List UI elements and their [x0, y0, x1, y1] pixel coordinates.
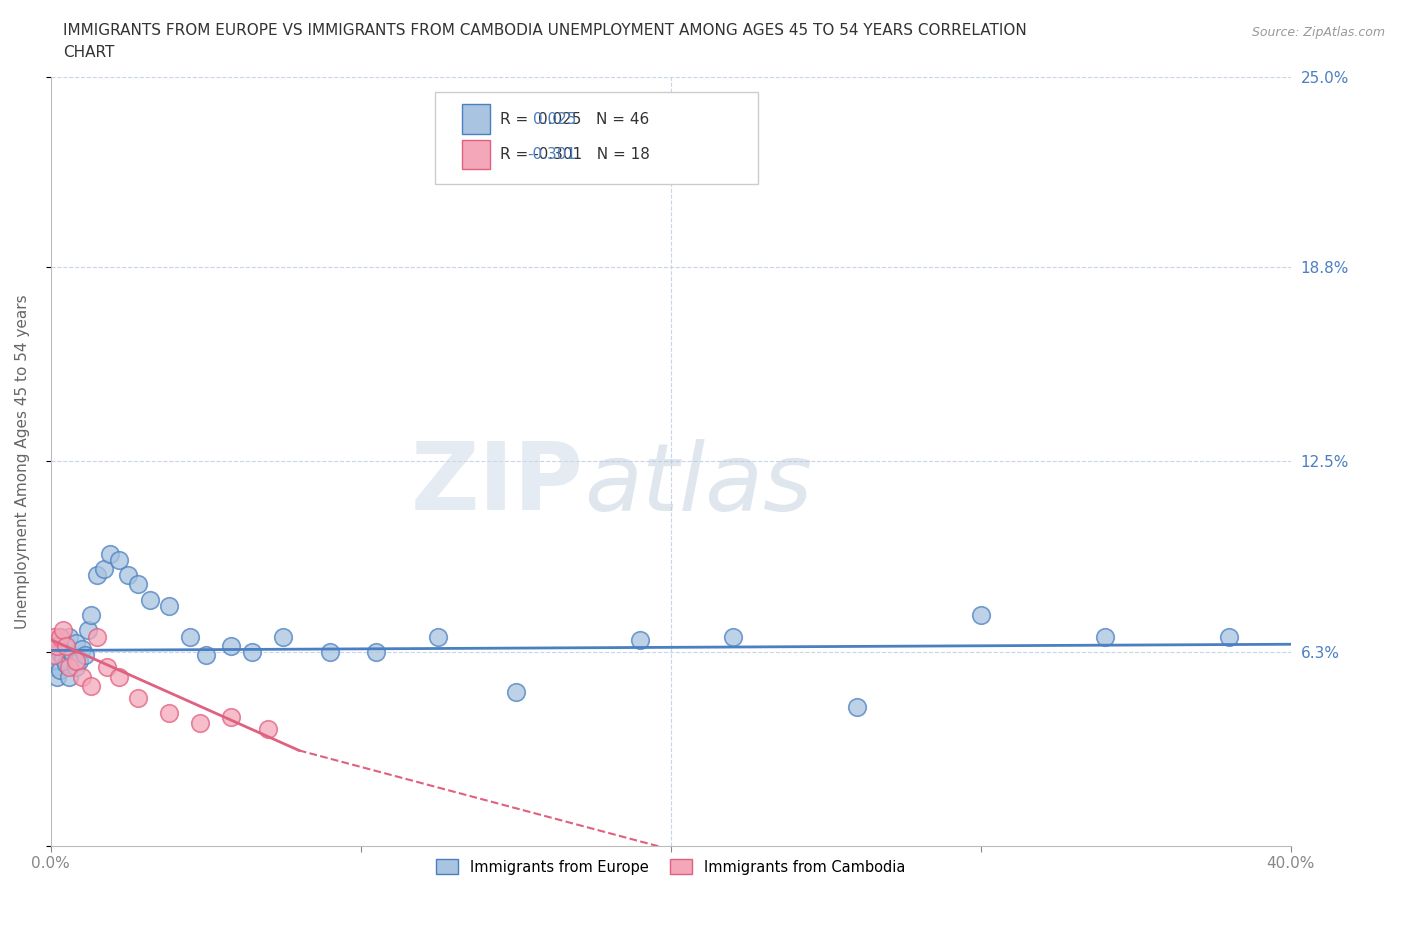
Text: Source: ZipAtlas.com: Source: ZipAtlas.com [1251, 26, 1385, 39]
Point [42, 647, 65, 662]
Point [319, 644, 342, 659]
Point [256, 722, 278, 737]
Point [108, 552, 131, 567]
Point [49, 629, 72, 644]
Point [55, 642, 77, 657]
Point [188, 715, 211, 730]
Point [93, 562, 115, 577]
Point [58, 660, 80, 675]
Point [86, 629, 108, 644]
Point [65, 635, 87, 650]
Bar [463, 104, 489, 134]
Point [219, 709, 242, 724]
Point [70, 642, 93, 657]
Point [46, 638, 69, 653]
Point [139, 592, 162, 607]
Point [62, 647, 84, 662]
Point [65, 660, 87, 675]
Point [96, 660, 118, 675]
Point [52, 623, 75, 638]
Point [86, 567, 108, 582]
Point [970, 607, 993, 622]
Point [80, 607, 103, 622]
Text: 0.025: 0.025 [533, 112, 576, 126]
Point [366, 644, 388, 659]
Point [67, 654, 90, 669]
Text: -0.301: -0.301 [527, 147, 576, 162]
Point [127, 691, 149, 706]
Text: ZIP: ZIP [411, 438, 583, 530]
Point [42, 629, 65, 644]
Point [127, 577, 149, 591]
Point [845, 700, 868, 715]
Point [58, 629, 80, 644]
Point [55, 638, 77, 653]
Text: atlas: atlas [583, 439, 813, 530]
Text: R = -0.301   N = 18: R = -0.301 N = 18 [499, 147, 650, 162]
Bar [463, 140, 489, 169]
Point [70, 669, 93, 684]
FancyBboxPatch shape [436, 92, 758, 184]
Point [240, 644, 263, 659]
Point [157, 598, 180, 613]
Point [58, 669, 80, 684]
Point [108, 669, 131, 684]
Point [73, 647, 96, 662]
Point [46, 669, 69, 684]
Point [628, 632, 651, 647]
Point [42, 647, 65, 662]
Point [52, 651, 75, 666]
Y-axis label: Unemployment Among Ages 45 to 54 years: Unemployment Among Ages 45 to 54 years [15, 294, 30, 629]
Point [49, 644, 72, 659]
Point [52, 635, 75, 650]
Point [1094, 629, 1116, 644]
Point [98, 546, 121, 561]
Point [179, 629, 201, 644]
Point [77, 623, 100, 638]
Text: CHART: CHART [63, 45, 115, 60]
Point [55, 657, 77, 671]
Point [42, 660, 65, 675]
Point [505, 684, 527, 699]
Point [65, 654, 87, 669]
Point [49, 663, 72, 678]
Text: R =  0.025   N = 46: R = 0.025 N = 46 [499, 112, 650, 126]
Point [427, 629, 450, 644]
Point [46, 638, 69, 653]
Point [46, 654, 69, 669]
Text: IMMIGRANTS FROM EUROPE VS IMMIGRANTS FROM CAMBODIA UNEMPLOYMENT AMONG AGES 45 TO: IMMIGRANTS FROM EUROPE VS IMMIGRANTS FRO… [63, 23, 1026, 38]
Point [1218, 629, 1240, 644]
Point [80, 678, 103, 693]
Point [721, 629, 744, 644]
Point [273, 629, 295, 644]
Point [219, 638, 242, 653]
Point [49, 629, 72, 644]
Point [157, 706, 180, 721]
Point [117, 567, 139, 582]
Point [194, 647, 217, 662]
Point [567, 158, 589, 173]
Legend: Immigrants from Europe, Immigrants from Cambodia: Immigrants from Europe, Immigrants from … [430, 854, 911, 881]
